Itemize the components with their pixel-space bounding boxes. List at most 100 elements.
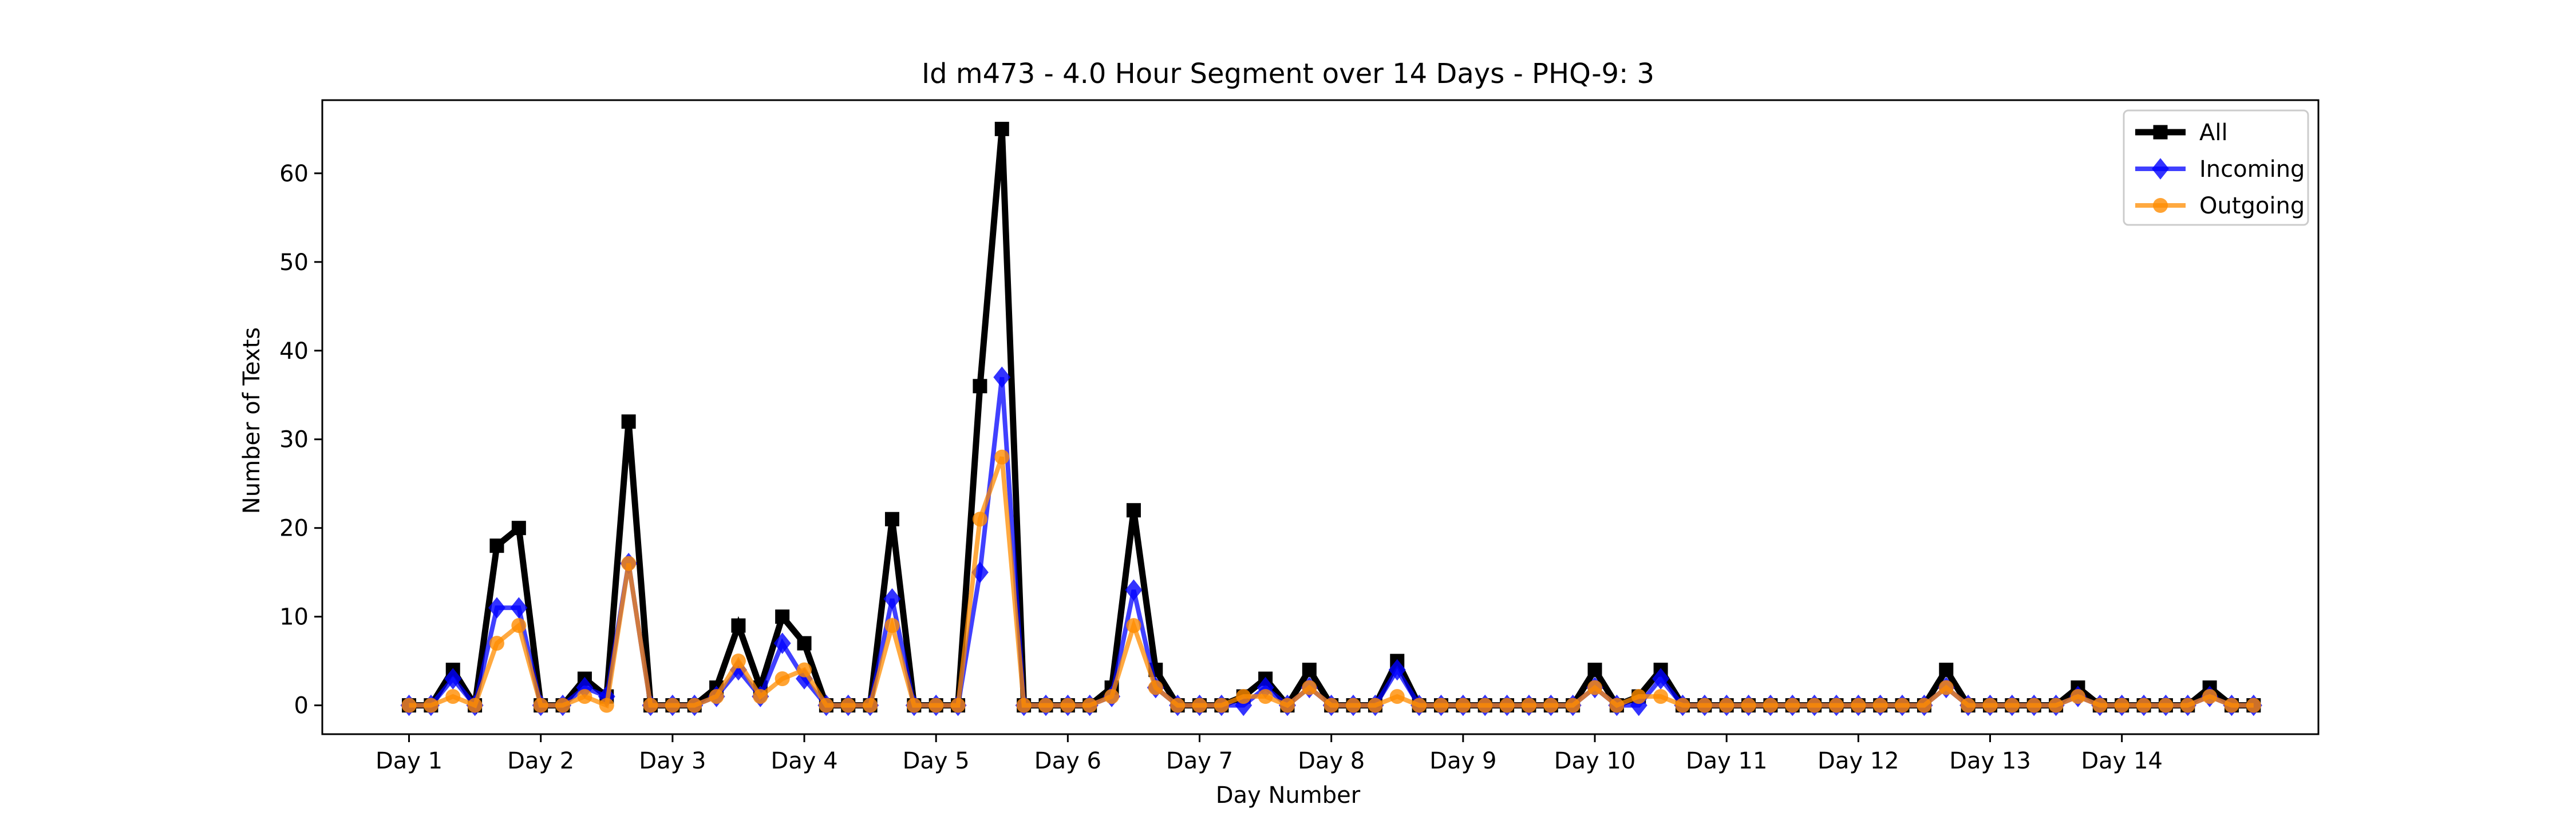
data-point-outgoing xyxy=(1060,698,1076,713)
data-point-outgoing xyxy=(1214,698,1229,713)
data-point-outgoing xyxy=(1741,698,1756,713)
x-tick-label: Day 2 xyxy=(507,748,574,774)
data-point-outgoing xyxy=(1038,698,1053,713)
data-point-outgoing xyxy=(1785,698,1800,713)
axes-group: 0 10 20 30 40 50 60 Day 1 Day 2 Day 3 Day 4 Day 5 Da… xyxy=(279,99,2320,774)
data-point-outgoing xyxy=(1433,698,1449,713)
data-point-incoming xyxy=(883,588,901,610)
data-point-outgoing xyxy=(1148,680,1163,695)
data-point-all xyxy=(511,521,526,536)
legend-item-all: All xyxy=(2135,120,2228,146)
data-point-outgoing xyxy=(445,689,461,704)
data-point-outgoing xyxy=(2004,698,2020,713)
data-point-outgoing xyxy=(1192,698,1207,713)
data-point-outgoing xyxy=(994,449,1010,465)
data-point-outgoing xyxy=(2180,698,2195,713)
data-point-outgoing xyxy=(2092,698,2108,713)
series-line-incoming xyxy=(409,377,2254,711)
data-point-outgoing xyxy=(1082,698,1097,713)
data-point-incoming xyxy=(444,668,462,690)
x-axis-title: Day Number xyxy=(1216,782,1361,809)
data-point-incoming xyxy=(1652,668,1670,690)
data-point-incoming xyxy=(1388,659,1406,681)
series-outgoing xyxy=(401,449,2261,713)
data-point-outgoing xyxy=(1675,698,1690,713)
x-tick-label: Day 4 xyxy=(771,748,837,774)
data-point-outgoing xyxy=(884,618,900,633)
x-tick-label: Day 3 xyxy=(639,748,706,774)
data-point-outgoing xyxy=(467,698,483,713)
legend-label: All xyxy=(2199,120,2228,146)
data-point-outgoing xyxy=(1368,698,1383,713)
legend-box xyxy=(2123,109,2309,226)
data-point-outgoing xyxy=(599,698,614,713)
data-point-outgoing xyxy=(1653,689,1669,704)
data-point-outgoing xyxy=(1609,698,1625,713)
y-axis-title: Number of Texts xyxy=(239,327,265,514)
data-point-outgoing xyxy=(1323,698,1339,713)
legend-item-outgoing: Outgoing xyxy=(2135,193,2305,219)
data-point-outgoing xyxy=(863,698,878,713)
data-point-outgoing xyxy=(423,698,438,713)
data-point-incoming xyxy=(1125,579,1143,601)
data-point-outgoing xyxy=(2070,689,2085,704)
data-point-all xyxy=(1587,663,1602,678)
data-point-outgoing xyxy=(2224,698,2239,713)
data-point-outgoing xyxy=(1565,698,1581,713)
data-point-outgoing xyxy=(1126,618,1141,633)
series-line-outgoing xyxy=(409,456,2254,709)
data-point-outgoing xyxy=(643,698,658,713)
data-point-outgoing xyxy=(950,698,966,713)
data-point-outgoing xyxy=(2026,698,2042,713)
y-tick-label: 30 xyxy=(279,427,309,453)
data-point-outgoing xyxy=(709,689,724,704)
data-point-outgoing xyxy=(1763,698,1778,713)
data-point-outgoing xyxy=(555,698,571,713)
data-point-all xyxy=(797,636,812,651)
data-point-outgoing xyxy=(929,698,944,713)
data-point-outgoing xyxy=(2202,689,2218,704)
data-point-incoming xyxy=(773,632,791,654)
data-point-outgoing xyxy=(2246,698,2261,713)
series-group xyxy=(400,121,2262,716)
data-point-outgoing xyxy=(1938,680,1954,695)
data-point-all xyxy=(1302,663,1317,678)
data-point-outgoing xyxy=(1719,698,1735,713)
data-point-outgoing xyxy=(1104,689,1120,704)
data-point-outgoing xyxy=(797,662,812,678)
data-point-outgoing xyxy=(489,636,504,651)
data-point-outgoing xyxy=(819,698,834,713)
data-point-outgoing xyxy=(972,512,987,527)
data-point-incoming xyxy=(1257,676,1274,699)
data-point-all xyxy=(775,609,790,624)
x-tick-label: Day 13 xyxy=(1949,748,2031,774)
data-point-all xyxy=(621,414,636,429)
data-point-outgoing xyxy=(577,689,592,704)
legend-marker xyxy=(2153,198,2168,213)
data-point-outgoing xyxy=(1016,698,1032,713)
data-point-outgoing xyxy=(1961,698,1976,713)
data-point-outgoing xyxy=(1631,689,1646,704)
x-tick-label: Day 8 xyxy=(1298,748,1365,774)
data-point-outgoing xyxy=(1521,698,1536,713)
data-point-outgoing xyxy=(1543,698,1559,713)
data-point-outgoing xyxy=(2158,698,2174,713)
data-point-outgoing xyxy=(1917,698,1932,713)
x-tick-label: Day 9 xyxy=(1429,748,1496,774)
legend: All Incoming Outgoing xyxy=(2123,109,2309,226)
plot-frame xyxy=(321,99,2320,735)
data-point-outgoing xyxy=(687,698,702,713)
data-point-outgoing xyxy=(621,556,637,571)
x-tick-label: Day 12 xyxy=(1818,748,1899,774)
legend-marker xyxy=(2153,125,2168,140)
data-point-outgoing xyxy=(1499,698,1515,713)
data-point-outgoing xyxy=(1872,698,1888,713)
y-tick-label: 60 xyxy=(279,161,309,187)
data-point-outgoing xyxy=(906,698,922,713)
data-point-outgoing xyxy=(1236,689,1251,704)
data-point-outgoing xyxy=(1412,698,1427,713)
legend-marker xyxy=(2152,158,2169,180)
data-point-outgoing xyxy=(2136,698,2152,713)
